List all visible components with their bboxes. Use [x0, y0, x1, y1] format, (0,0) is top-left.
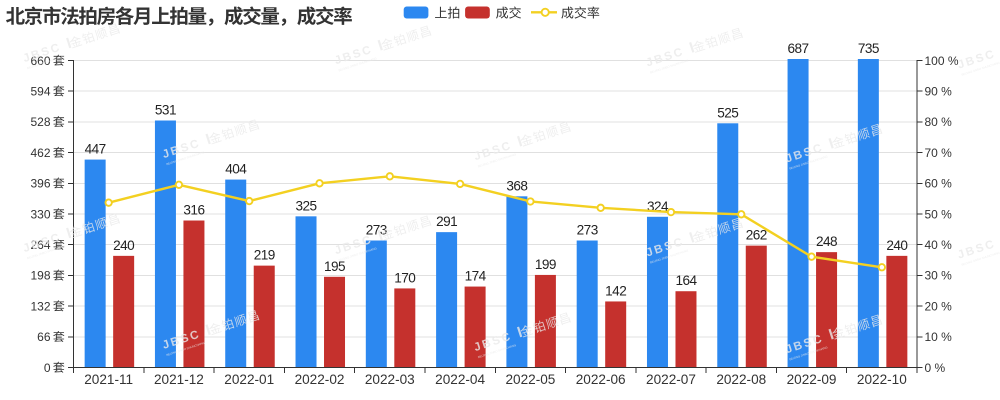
svg-text:132: 132	[30, 299, 50, 313]
svg-text:447: 447	[85, 142, 106, 157]
svg-text:404: 404	[225, 162, 247, 177]
svg-text:0: 0	[44, 361, 51, 375]
svg-text:735: 735	[858, 41, 879, 56]
svg-text:60 %: 60 %	[925, 177, 953, 191]
svg-text:525: 525	[717, 105, 738, 120]
svg-text:240: 240	[886, 238, 908, 253]
svg-text:30 %: 30 %	[925, 269, 953, 283]
svg-text:0 %: 0 %	[925, 361, 946, 375]
svg-text:368: 368	[506, 178, 527, 193]
svg-text:40 %: 40 %	[925, 238, 953, 252]
svg-text:219: 219	[254, 248, 275, 263]
svg-text:10 %: 10 %	[925, 330, 953, 344]
svg-text:594: 594	[30, 85, 50, 99]
svg-text:2022-10: 2022-10	[857, 372, 907, 387]
svg-text:2022-06: 2022-06	[576, 372, 626, 387]
svg-text:80 %: 80 %	[925, 115, 953, 129]
svg-text:325: 325	[296, 198, 317, 213]
svg-text:2022-01: 2022-01	[224, 372, 274, 387]
svg-text:240: 240	[113, 238, 135, 253]
svg-text:2022-03: 2022-03	[365, 372, 415, 387]
svg-text:273: 273	[577, 223, 598, 238]
svg-text:2021-11: 2021-11	[84, 372, 133, 387]
svg-text:198: 198	[30, 269, 50, 283]
svg-text:2022-09: 2022-09	[787, 372, 837, 387]
svg-text:174: 174	[465, 269, 487, 284]
svg-text:264: 264	[30, 238, 50, 252]
svg-text:70 %: 70 %	[925, 146, 953, 160]
svg-text:66: 66	[37, 330, 51, 344]
svg-text:90 %: 90 %	[925, 85, 953, 99]
svg-text:2022-07: 2022-07	[646, 372, 696, 387]
svg-text:2022-02: 2022-02	[295, 372, 345, 387]
svg-text:660: 660	[30, 54, 50, 68]
svg-text:195: 195	[324, 259, 345, 274]
svg-text:531: 531	[155, 103, 176, 118]
svg-text:20 %: 20 %	[925, 299, 953, 313]
svg-text:50 %: 50 %	[925, 207, 953, 221]
svg-text:164: 164	[675, 273, 697, 288]
svg-text:142: 142	[605, 283, 626, 298]
svg-text:396: 396	[30, 177, 50, 191]
svg-text:170: 170	[394, 270, 416, 285]
svg-text:199: 199	[535, 257, 556, 272]
svg-text:687: 687	[788, 41, 809, 56]
svg-text:100 %: 100 %	[925, 54, 959, 68]
svg-text:316: 316	[183, 203, 204, 218]
svg-text:262: 262	[746, 228, 767, 243]
svg-text:2022-08: 2022-08	[716, 372, 766, 387]
svg-text:2022-05: 2022-05	[505, 372, 555, 387]
svg-text:2022-04: 2022-04	[435, 372, 485, 387]
svg-text:330: 330	[30, 207, 50, 221]
svg-text:528: 528	[30, 115, 50, 129]
svg-text:2021-12: 2021-12	[154, 372, 204, 387]
svg-text:248: 248	[816, 234, 837, 249]
svg-text:291: 291	[436, 214, 457, 229]
svg-text:462: 462	[30, 146, 50, 160]
